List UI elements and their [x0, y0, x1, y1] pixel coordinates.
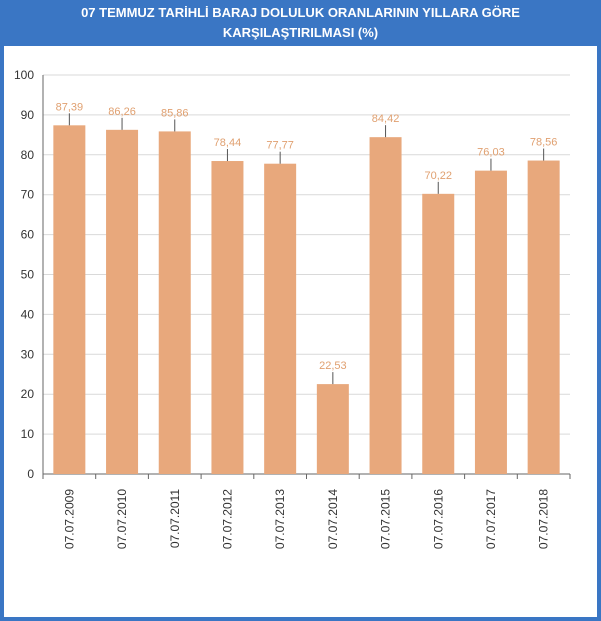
value-label: 84,42 — [372, 113, 400, 125]
x-category-label: 07.07.2009 — [62, 489, 76, 549]
bar — [369, 137, 402, 475]
bar — [422, 193, 455, 474]
bar-chart: 0 10 20 30 40 50 60 70 80 90 100 87,39 07.07.2009 86,… — [14, 68, 571, 549]
value-label: 78,56 — [530, 137, 558, 149]
bar — [474, 170, 507, 474]
chart-title-line-2: KARŞILAŞTIRILMASI (%) — [222, 25, 379, 40]
x-category-label: 07.07.2010 — [115, 489, 129, 549]
chart-title: 07 TEMMUZ TARİHLİ BARAJ DOLULUK ORANLARI… — [4, 0, 597, 46]
y-tick-label: 100 — [14, 68, 34, 82]
x-category-label: 07.07.2016 — [431, 489, 445, 549]
y-tick-label: 30 — [21, 347, 35, 361]
y-tick-label: 50 — [21, 268, 35, 282]
y-tick-label: 90 — [21, 108, 35, 122]
y-tick-label: 70 — [21, 188, 35, 202]
x-category-label: 07.07.2017 — [484, 489, 498, 549]
y-tick-label: 10 — [21, 427, 35, 441]
x-category-label: 07.07.2011 — [168, 489, 182, 548]
value-label: 76,03 — [477, 147, 505, 159]
value-label: 87,39 — [56, 101, 84, 113]
bar — [264, 163, 297, 474]
value-label: 86,26 — [108, 106, 136, 118]
bar — [106, 129, 139, 474]
y-tick-label: 80 — [21, 148, 35, 162]
value-label: 70,22 — [424, 170, 452, 182]
value-label: 22,53 — [319, 360, 347, 372]
y-tick-label: 20 — [21, 387, 35, 401]
x-category-label: 07.07.2015 — [379, 489, 393, 549]
chart-title-line-1: 07 TEMMUZ TARİHLİ BARAJ DOLULUK ORANLARI… — [81, 5, 520, 20]
bar — [211, 161, 244, 474]
plot-area: 0 10 20 30 40 50 60 70 80 90 100 87,39 07.07.2009 86,… — [4, 46, 597, 617]
y-tick-label: 0 — [27, 467, 34, 481]
y-tick-label: 60 — [21, 228, 35, 242]
y-tick-label: 40 — [21, 307, 35, 321]
bar — [316, 384, 349, 474]
bar — [527, 160, 560, 474]
x-category-label: 07.07.2014 — [326, 489, 340, 549]
bar — [53, 125, 86, 474]
bar — [158, 131, 191, 474]
x-category-label: 07.07.2012 — [220, 489, 234, 549]
x-category-label: 07.07.2013 — [273, 489, 287, 549]
value-label: 78,44 — [214, 137, 242, 149]
value-label: 77,77 — [266, 140, 294, 152]
x-category-label: 07.07.2018 — [537, 489, 551, 549]
value-label: 85,86 — [161, 107, 189, 119]
